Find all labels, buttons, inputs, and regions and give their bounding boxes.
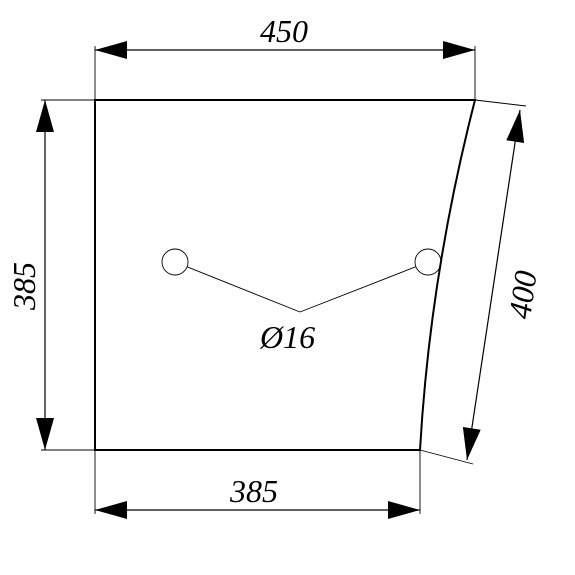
arrowhead <box>506 110 524 143</box>
part-outline <box>95 100 475 450</box>
dimension-value: 400 <box>501 268 543 321</box>
technical-drawing: Ø16 450 385 385 400 <box>0 0 575 575</box>
extension-line <box>420 450 473 464</box>
hole-left <box>162 249 188 275</box>
arrowhead <box>443 41 475 59</box>
dimension-value: 385 <box>229 473 278 509</box>
leader-line <box>300 267 416 312</box>
hole-diameter-label: Ø16 <box>259 319 315 355</box>
extension-line <box>475 100 526 106</box>
dimension-value: 450 <box>260 13 308 49</box>
hole-right <box>415 249 441 275</box>
arrowhead <box>36 100 54 132</box>
dimension-value: 385 <box>6 262 42 311</box>
arrowhead <box>95 501 127 519</box>
arrowhead <box>95 41 127 59</box>
arrowhead <box>463 427 481 460</box>
leader-line <box>187 267 300 312</box>
arrowhead <box>36 418 54 450</box>
arrowhead <box>388 501 420 519</box>
